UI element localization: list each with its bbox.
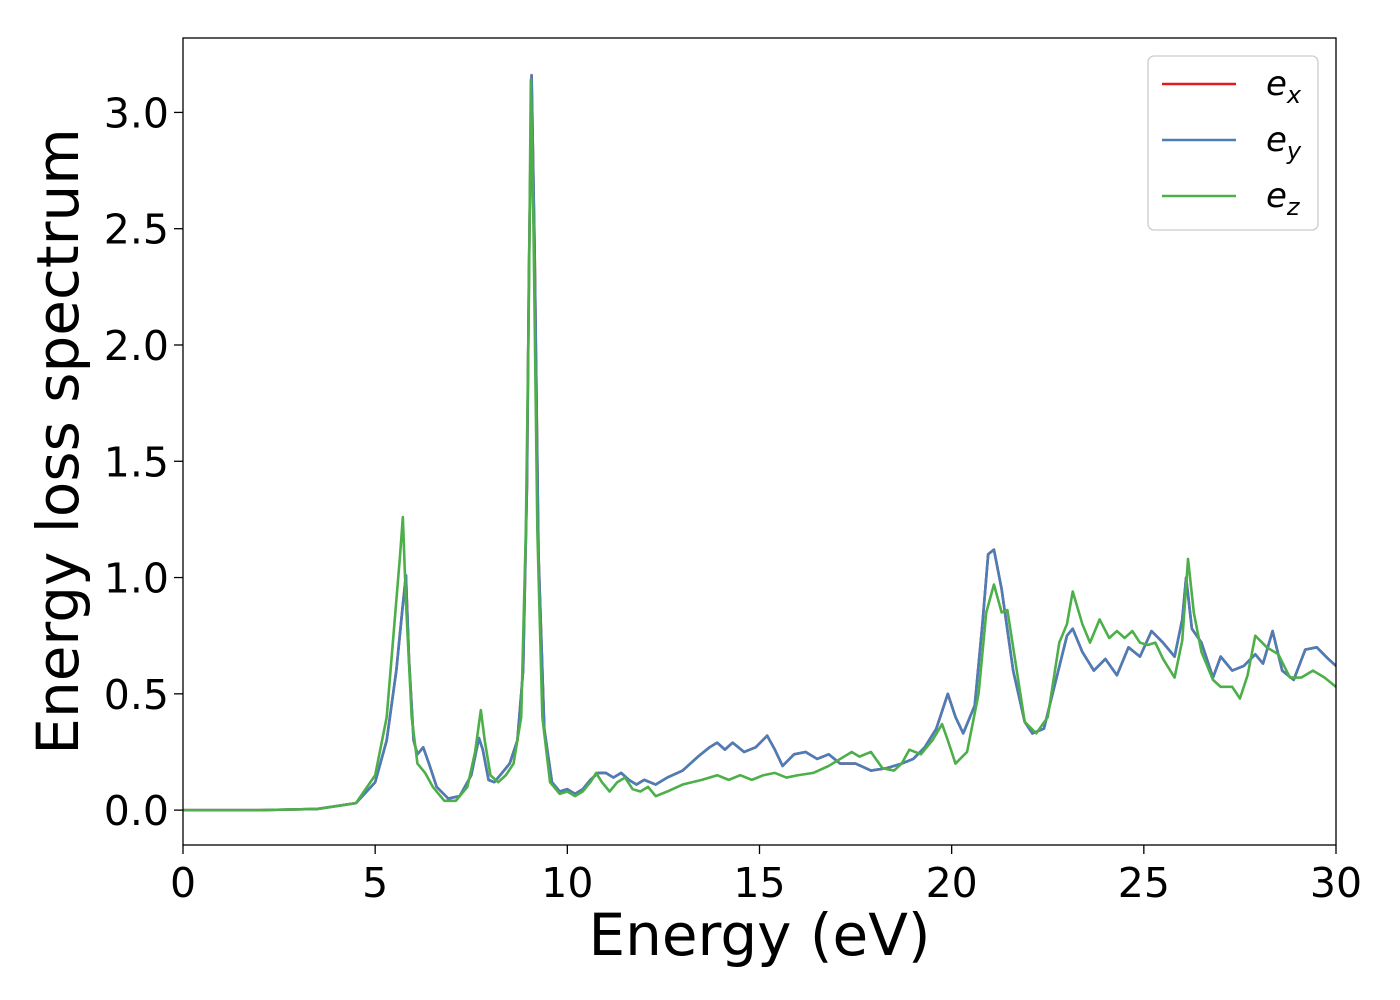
x-axis-title: Energy (eV): [588, 901, 930, 969]
y-axis: 0.0 0.5 1.0 1.5 2.0 2.5 3.0: [104, 89, 183, 835]
legend-label-main: e: [1266, 120, 1287, 160]
y-tick-label: 2.0: [104, 322, 169, 370]
legend-box: [1147, 55, 1319, 231]
x-tick-label: 0: [170, 859, 196, 907]
y-tick-label: 3.0: [104, 89, 169, 137]
legend-label-y: ey: [1266, 120, 1302, 165]
legend-label-z: ez: [1266, 176, 1301, 221]
x-tick-label: 30: [1310, 859, 1362, 907]
x-tick-label: 5: [362, 859, 388, 907]
x-axis: 0 5 10 15 20 25 30: [170, 845, 1362, 907]
series-line-y: [183, 73, 1336, 812]
x-tick-label: 20: [926, 859, 978, 907]
y-tick-label: 0.0: [104, 787, 169, 835]
y-tick-label: 2.5: [104, 206, 169, 254]
x-tick-label: 15: [733, 859, 785, 907]
legend-label-sub: y: [1286, 137, 1302, 165]
series-line-z: [183, 78, 1336, 812]
x-tick-label: 25: [1118, 859, 1170, 907]
legend-label-x: ex: [1266, 64, 1302, 109]
x-tick-label: 10: [541, 859, 593, 907]
legend-label-sub: x: [1286, 81, 1302, 109]
legend-label-sub: z: [1286, 193, 1301, 221]
y-axis-title: Energy loss spectrum: [24, 128, 92, 754]
y-tick-label: 1.5: [104, 438, 169, 486]
series-layer: [183, 73, 1336, 812]
y-tick-label: 1.0: [104, 555, 169, 603]
legend-label-main: e: [1266, 176, 1287, 216]
y-tick-label: 0.5: [104, 671, 169, 719]
legend-label-main: e: [1266, 64, 1287, 104]
